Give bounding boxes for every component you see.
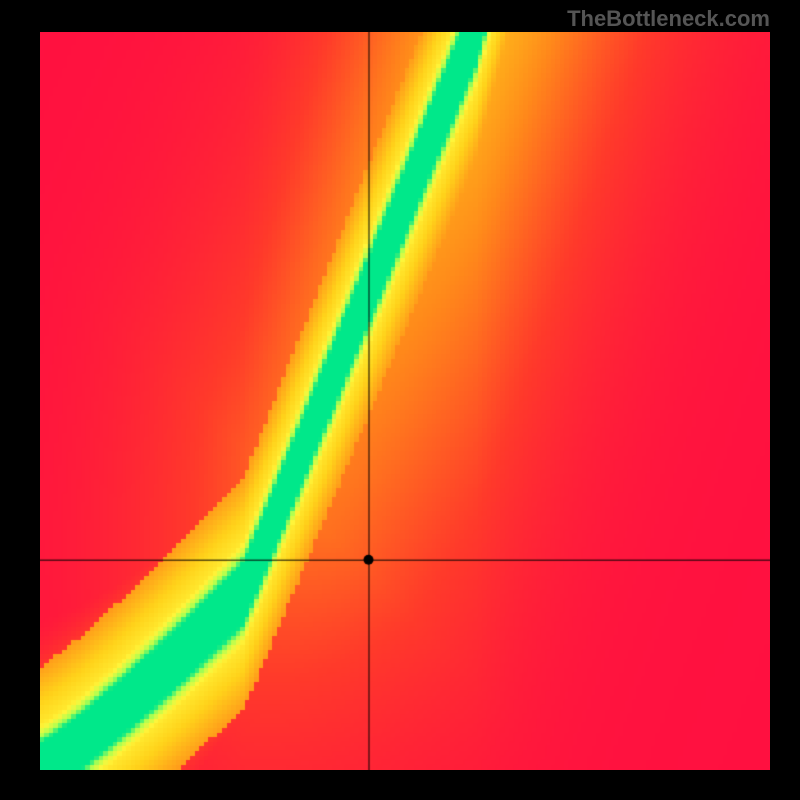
- outer-frame: TheBottleneck.com: [0, 0, 800, 800]
- heatmap-canvas: [40, 32, 770, 770]
- plot-area: [40, 32, 770, 770]
- attribution-text: TheBottleneck.com: [567, 6, 770, 32]
